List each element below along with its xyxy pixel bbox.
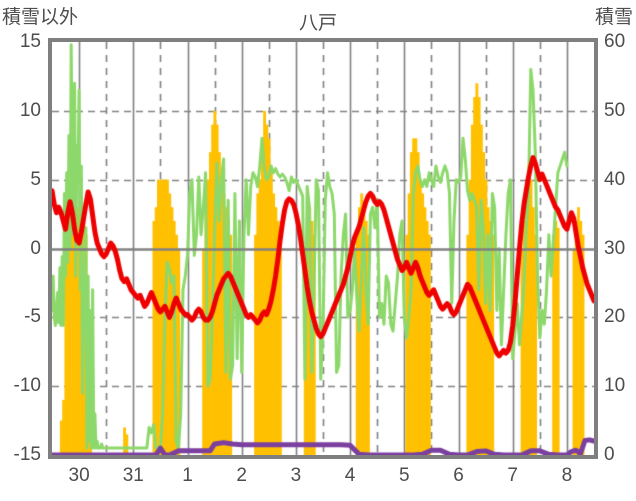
x-tick-label: 2 [236,465,247,486]
x-tick-label: 3 [290,465,302,486]
y-tick-right: 0 [604,444,615,465]
y-tick-right: 10 [604,375,626,397]
x-tick-label: 6 [453,465,464,486]
y-tick-left: -10 [13,375,41,397]
y-tick-left: -5 [24,306,41,328]
y-tick-left: -15 [13,444,41,465]
right-axis-title: 積雪 [594,7,633,28]
x-tick-label: 7 [507,465,518,486]
plot-area [48,38,598,459]
y-tick-left: 5 [30,168,41,190]
y-tick-left: 10 [19,99,41,121]
x-tick-label: 4 [344,465,356,486]
chart-canvas [52,42,594,455]
y-tick-right: 40 [604,168,626,190]
x-tick-label: 8 [561,465,573,486]
x-tick-label: 5 [399,465,410,486]
left-axis-title: 積雪以外 [2,7,79,28]
y-tick-right: 60 [604,31,626,52]
x-tick-label: 31 [122,465,144,486]
y-tick-left: 15 [19,31,41,52]
y-tick-left: 0 [30,237,41,259]
x-tick-label: 1 [182,465,193,486]
y-tick-right: 50 [604,99,626,121]
y-tick-right: 30 [604,237,626,259]
chart-title: 八戸 [298,13,337,34]
x-tick-label: 30 [68,465,90,486]
y-tick-right: 20 [604,306,626,328]
